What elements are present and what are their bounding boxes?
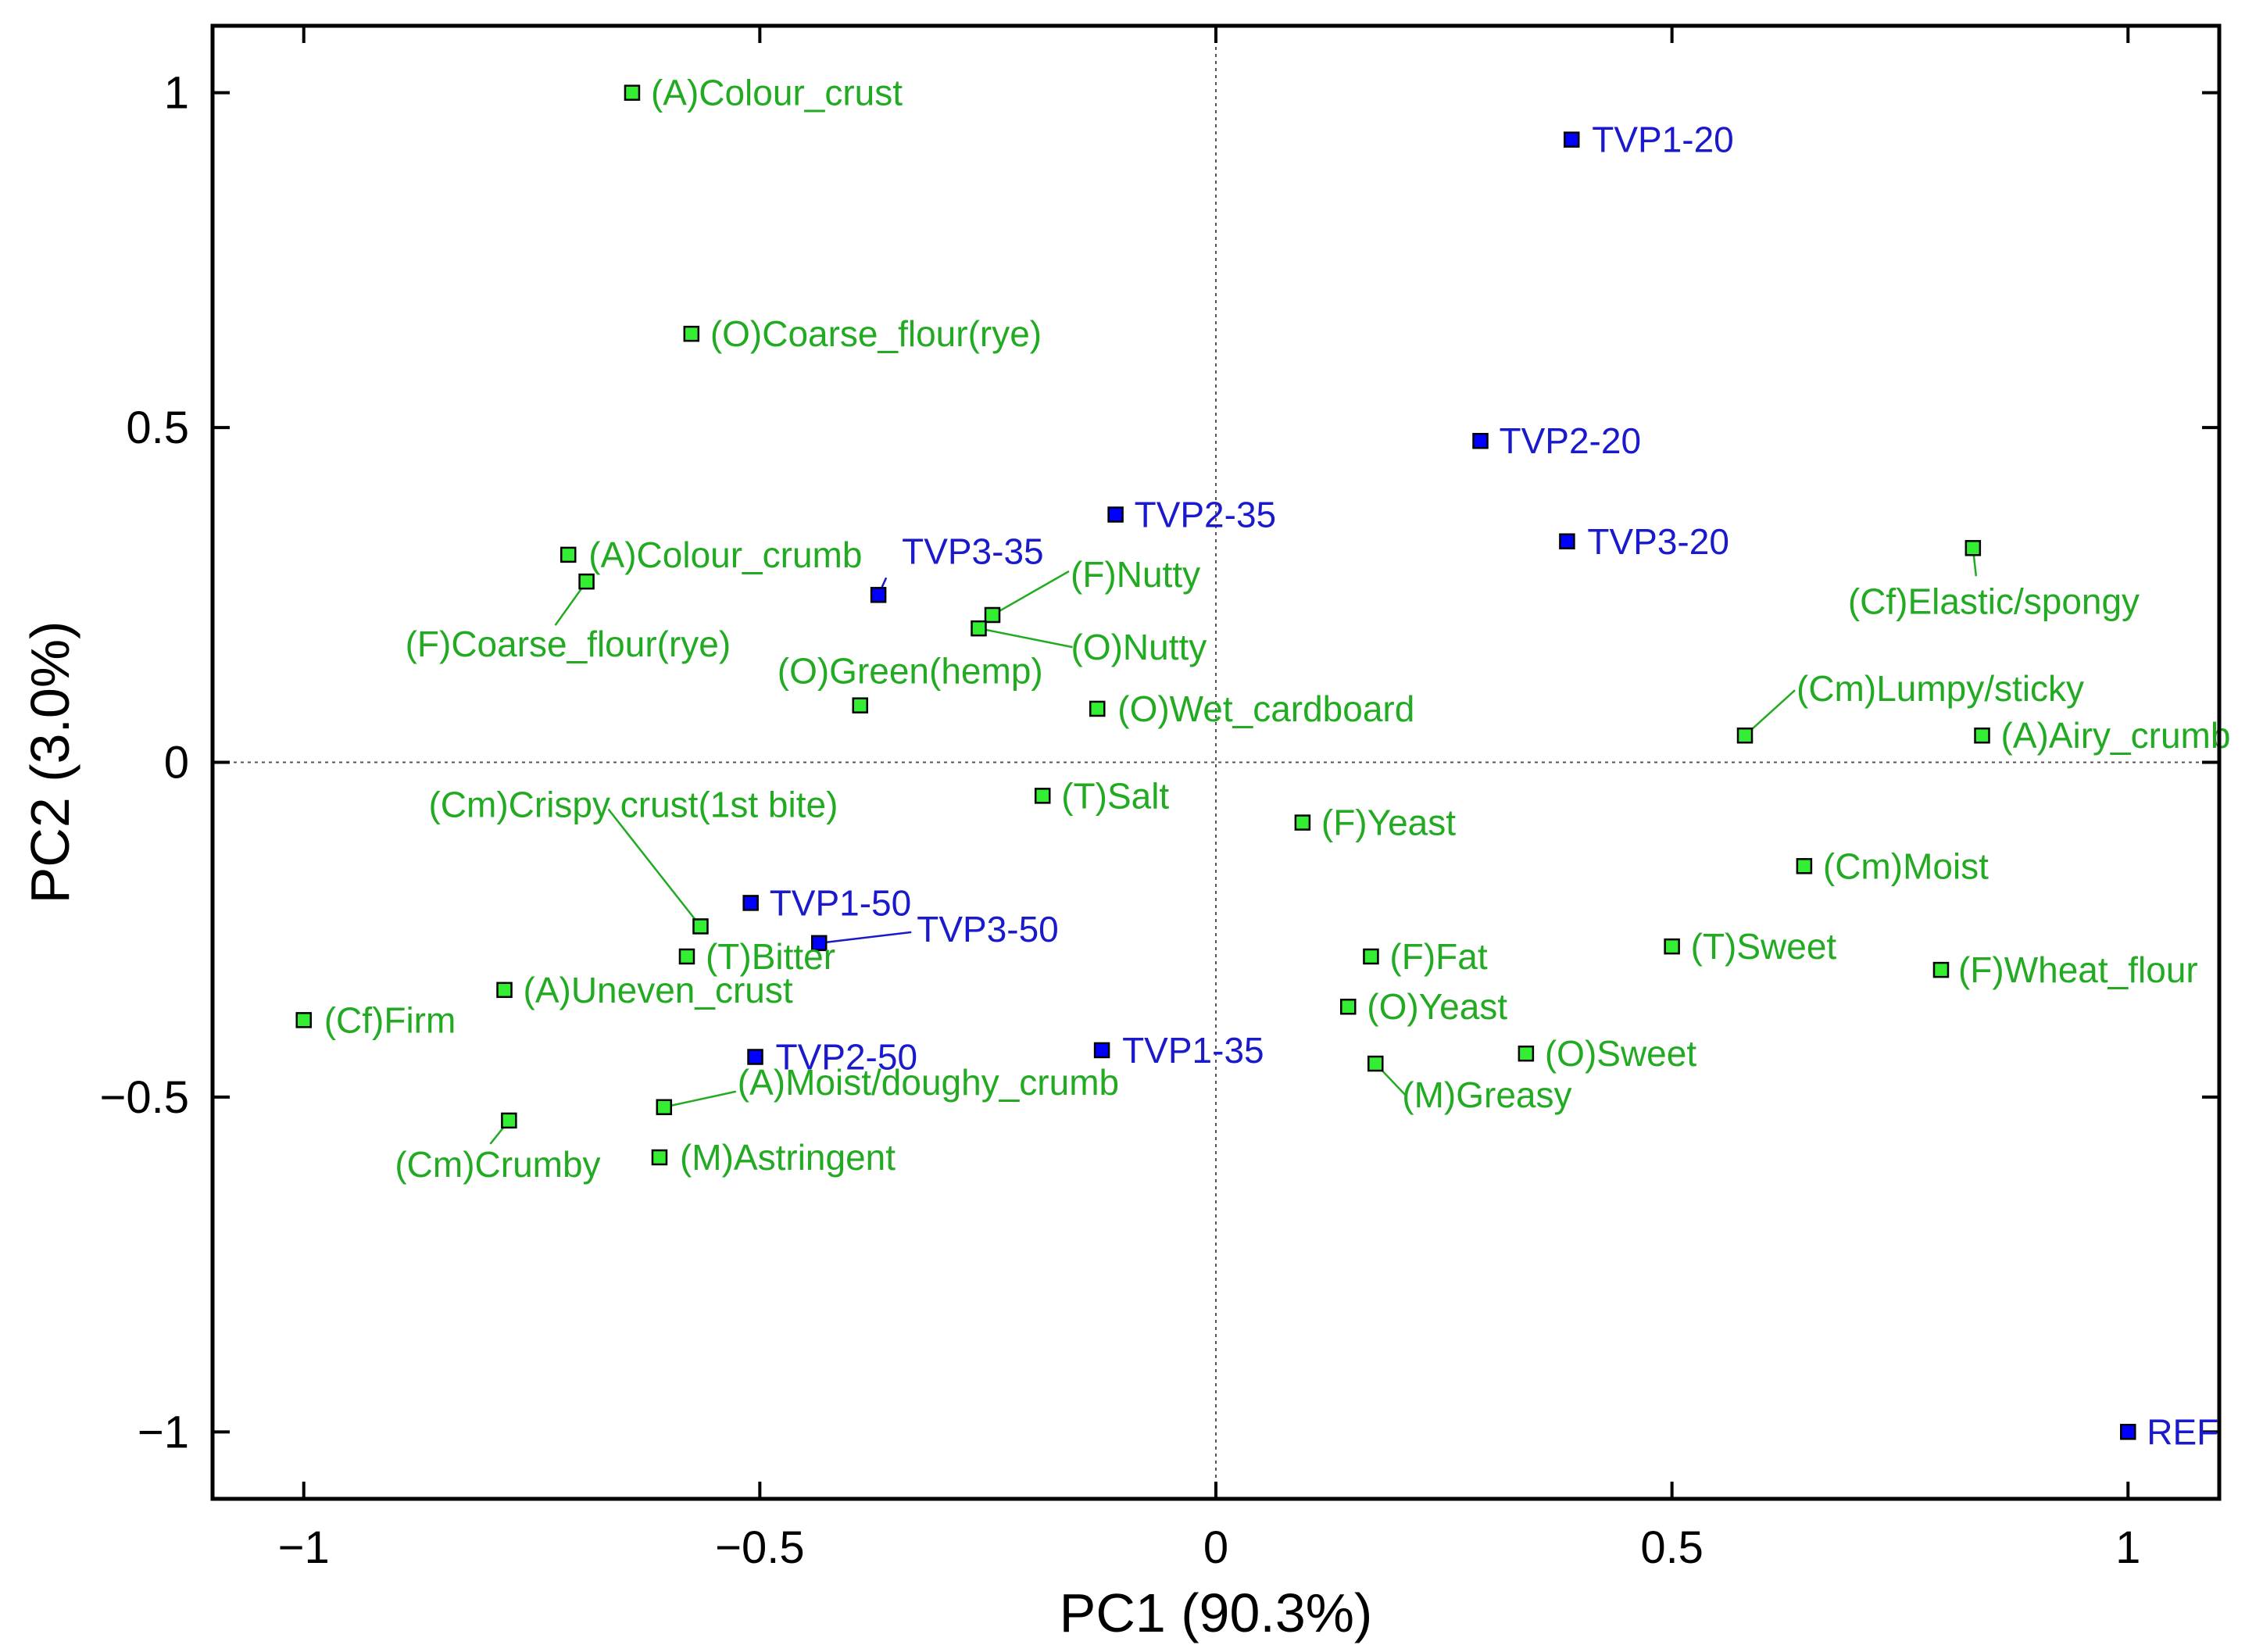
marker-cm-lumpy-sticky (1736, 727, 1754, 744)
label-o-nutty: (O)Nutty (1071, 627, 1207, 667)
marker-a-uneven-crust (496, 982, 513, 999)
x-tick-label: 1 (2115, 1522, 2140, 1573)
label-tvp1-20: TVP1-20 (1592, 120, 1734, 160)
label-a-uneven-crust: (A)Uneven_crust (524, 970, 793, 1010)
label-a-airy-crumb: (A)Airy_crumb (2001, 715, 2231, 756)
label-cf-elastic-spongy: (Cf)Elastic/spongy (1848, 581, 2140, 621)
label-o-coarse-flour-rye: (O)Coarse_flour(rye) (710, 313, 1042, 354)
marker-f-fat (1363, 948, 1379, 965)
marker-o-sweet (1518, 1045, 1535, 1062)
leader-line-cm-lumpy-sticky (1744, 689, 1796, 737)
marker-m-greasy (1367, 1055, 1384, 1072)
label-tvp3-50: TVP3-50 (917, 909, 1059, 949)
marker-tvp1-20 (1563, 131, 1580, 148)
marker-a-moist-doughy-crumb (656, 1099, 673, 1116)
label-tvp2-50: TVP2-50 (776, 1037, 918, 1078)
marker-cf-firm (295, 1012, 312, 1028)
marker-o-coarse-flour-rye (683, 325, 700, 342)
y-tick-label: 1 (164, 68, 189, 119)
label-o-wet-cardboard: (O)Wet_cardboard (1117, 688, 1414, 729)
marker-f-yeast (1294, 814, 1311, 831)
marker-tvp3-35 (870, 587, 887, 603)
marker-cm-crispy-crust-1st-bite (692, 918, 709, 935)
label-cm-crispy-crust-1st-bite: (Cm)Crispy crust(1st bite) (428, 784, 838, 824)
marker-tvp2-20 (1472, 432, 1489, 449)
marker-m-astringent (651, 1149, 668, 1166)
label-tvp3-35: TVP3-35 (902, 531, 1044, 571)
label-cm-lumpy-sticky: (Cm)Lumpy/sticky (1796, 668, 2084, 709)
marker-f-nutty (984, 606, 1001, 624)
label-t-bitter: (T)Bitter (706, 936, 835, 977)
marker-a-colour-crumb (559, 546, 577, 563)
label-o-yeast: (O)Yeast (1367, 986, 1507, 1027)
marker-t-salt (1034, 788, 1051, 804)
marker-o-yeast (1340, 998, 1357, 1015)
label-f-wheat-flour: (F)Wheat_flour (1958, 949, 2198, 990)
point-labels: TVP1-20 TVP2-20 TVP3-20 TVP2-35 TVP3-35 TVP1-… (324, 73, 2231, 1453)
label-m-astringent: (M)Astringent (680, 1137, 896, 1178)
label-t-salt: (T)Salt (1061, 775, 1169, 816)
label-tvp2-20: TVP2-20 (1500, 420, 1642, 461)
label-t-sweet: (T)Sweet (1691, 926, 1837, 967)
marker-t-sweet (1664, 938, 1680, 955)
marker-tvp1-35 (1093, 1042, 1110, 1059)
marker-o-wet-cardboard (1089, 700, 1106, 717)
leader-line-f-nutty (992, 570, 1070, 617)
x-tick-label: −0.5 (715, 1522, 805, 1573)
leader-line-o-nutty (978, 627, 1073, 649)
x-axis-title: PC1 (90.3%) (1060, 1582, 1373, 1643)
y-axis-title: PC2 (3.0%) (20, 621, 80, 904)
x-tick-label: 0.5 (1640, 1522, 1704, 1573)
label-tvp1-50: TVP1-50 (770, 882, 912, 923)
marker-tvp3-20 (1559, 533, 1575, 549)
marker-cf-elastic-spongy (1964, 540, 1982, 556)
y-tick-label: −0.5 (100, 1072, 190, 1123)
marker-tvp2-35 (1107, 506, 1124, 523)
reference-lines (213, 26, 2219, 1499)
marker-o-nutty (971, 620, 987, 637)
x-tick-label: −1 (278, 1522, 330, 1573)
label-a-colour-crust: (A)Colour_crust (651, 73, 903, 113)
y-tick-label: −1 (138, 1407, 189, 1457)
label-ref: REF (2147, 1411, 2218, 1452)
marker-cm-moist (1796, 858, 1813, 874)
marker-o-green-hemp (852, 697, 869, 713)
label-f-yeast: (F)Yeast (1321, 803, 1456, 843)
leader-line-cm-crispy-crust-1st-bite (607, 808, 702, 928)
label-o-sweet: (O)Sweet (1545, 1033, 1696, 1074)
label-f-nutty: (F)Nutty (1071, 554, 1200, 595)
leader-line-a-moist-doughy-crumb (663, 1090, 737, 1108)
label-cm-crumby: (Cm)Crumby (395, 1144, 600, 1185)
label-cf-firm: (Cf)Firm (324, 999, 456, 1040)
marker-t-bitter (678, 948, 695, 965)
marker-cm-crumby (501, 1112, 517, 1129)
marker-f-wheat-flour (1932, 961, 1950, 978)
label-a-moist-doughy-crumb: (A)Moist/doughy_crumb (738, 1062, 1119, 1103)
label-tvp1-35: TVP1-35 (1122, 1030, 1264, 1071)
y-tick-label: 0.5 (126, 402, 189, 453)
marker-f-coarse-flour-rye (578, 573, 595, 590)
x-tick-label: 0 (1203, 1522, 1228, 1573)
marker-a-airy-crumb (1974, 727, 1990, 744)
marker-tvp2-50 (747, 1049, 763, 1065)
marker-tvp3-50 (810, 935, 828, 952)
marker-ref (2120, 1424, 2136, 1440)
label-tvp2-35: TVP2-35 (1135, 494, 1277, 535)
label-cm-moist: (Cm)Moist (1823, 846, 1989, 886)
y-tick-label: 0 (164, 738, 189, 788)
label-m-greasy: (M)Greasy (1402, 1075, 1571, 1115)
label-o-green-hemp: (O)Green(hemp) (778, 651, 1043, 692)
label-a-colour-crumb: (A)Colour_crumb (588, 535, 862, 575)
label-f-coarse-flour-rye: (F)Coarse_flour(rye) (406, 624, 731, 664)
label-tvp3-20: TVP3-20 (1587, 521, 1729, 562)
leader-line-tvp3-50 (819, 931, 912, 945)
marker-tvp1-50 (742, 895, 759, 911)
axis-ticks: −1 −0.5 0 0.5 1 −1 −0.5 0 0.5 1 (100, 26, 2219, 1573)
marker-a-colour-crust (624, 84, 641, 101)
plot-frame (210, 23, 2222, 1501)
data-markers (295, 84, 2136, 1440)
label-f-fat: (F)Fat (1389, 936, 1487, 977)
